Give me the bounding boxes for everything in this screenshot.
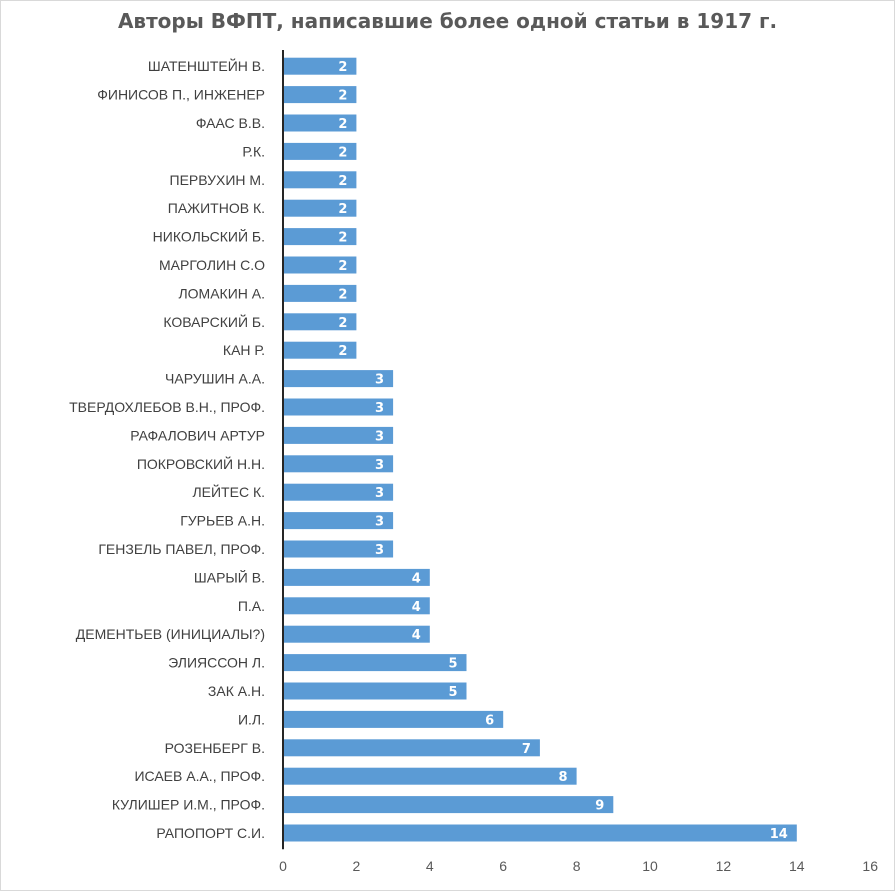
bar (283, 142, 357, 160)
x-tick-label: 0 (279, 858, 287, 874)
data-label: 4 (412, 571, 421, 586)
data-label: 2 (338, 145, 347, 160)
bar (283, 313, 357, 331)
data-label: 3 (375, 486, 384, 501)
data-label: 2 (338, 174, 347, 189)
bar (283, 256, 357, 274)
data-label: 3 (375, 373, 384, 388)
bar (283, 739, 540, 757)
bar (283, 370, 394, 388)
category-label: ЧАРУШИН А.А. (165, 371, 265, 387)
bar (283, 228, 357, 246)
data-label: 2 (338, 117, 347, 132)
bar (283, 86, 357, 104)
category-label: П.А. (238, 598, 265, 614)
data-label: 2 (338, 89, 347, 104)
data-label: 2 (338, 316, 347, 331)
category-label: РАФАЛОВИЧ АРТУР (130, 427, 265, 443)
category-label: ГЕНЗЕЛЬ ПАВЕЛ, ПРОФ. (98, 541, 265, 557)
bar (283, 824, 797, 842)
data-label: 14 (770, 827, 788, 842)
category-label: ЛЕЙТЕС К. (192, 483, 265, 500)
data-label: 4 (412, 628, 421, 643)
bar (283, 455, 394, 473)
data-label: 2 (338, 287, 347, 302)
category-label: ШАРЫЙ В. (194, 568, 265, 585)
bar (283, 199, 357, 217)
category-label: ДЕМЕНТЬЕВ (ИНИЦИАЛЫ?) (76, 626, 265, 642)
bar (283, 625, 430, 643)
category-label: ФИНИСОВ П., ИНЖЕНЕР (97, 87, 265, 103)
data-label: 3 (375, 401, 384, 416)
category-label: ТВЕРДОХЛЕБОВ В.Н., ПРОФ. (69, 399, 265, 415)
category-label: ЛОМАКИН А. (178, 285, 265, 301)
category-label: ПОКРОВСКИЙ Н.Н. (137, 455, 265, 472)
category-label: ЗАК А.Н. (208, 683, 265, 699)
category-label: ФААС В.В. (196, 115, 265, 131)
bar (283, 483, 394, 501)
data-label: 5 (448, 685, 457, 700)
category-label: Р.К. (242, 143, 265, 159)
x-tick-label: 4 (426, 858, 434, 874)
category-label: КУЛИШЕР И.М., ПРОФ. (112, 797, 265, 813)
x-tick-label: 16 (862, 858, 878, 874)
bar (283, 597, 430, 615)
bar (283, 767, 577, 785)
category-label: ПЕРВУХИН М. (170, 172, 265, 188)
category-label: НИКОЛЬСКИЙ Б. (153, 228, 265, 245)
bar (283, 654, 467, 672)
data-label: 3 (375, 543, 384, 558)
bar (283, 512, 394, 530)
x-tick-label: 10 (642, 858, 658, 874)
data-label: 8 (559, 770, 568, 785)
data-label: 2 (338, 259, 347, 274)
category-label: ЭЛИЯССОН Л. (168, 655, 265, 671)
category-label: КОВАРСКИЙ Б. (163, 313, 265, 330)
bar (283, 710, 504, 728)
bar (283, 682, 467, 700)
data-label: 2 (338, 231, 347, 246)
category-label: ИСАЕВ А.А., ПРОФ. (134, 768, 265, 784)
chart-title: Авторы ВФПТ, написавшие более одной стат… (117, 9, 778, 33)
category-label: МАРГОЛИН С.О (159, 257, 265, 273)
data-label: 3 (375, 458, 384, 473)
bar (283, 540, 394, 558)
data-label: 3 (375, 429, 384, 444)
category-label: РОЗЕНБЕРГ В. (165, 740, 265, 756)
x-tick-label: 2 (353, 858, 361, 874)
data-label: 3 (375, 515, 384, 530)
category-label: ШАТЕНШТЕЙН В. (148, 57, 265, 74)
data-label: 2 (338, 344, 347, 359)
category-label: И.Л. (238, 711, 265, 727)
x-tick-label: 6 (499, 858, 507, 874)
bar (283, 398, 394, 416)
category-label: КАН Р. (223, 342, 265, 358)
bar (283, 284, 357, 302)
bar (283, 341, 357, 359)
data-label: 4 (412, 600, 421, 615)
x-tick-label: 8 (573, 858, 581, 874)
bar (283, 57, 357, 75)
data-label: 2 (338, 202, 347, 217)
category-label: РАПОПОРТ С.И. (156, 825, 265, 841)
bar (283, 171, 357, 189)
data-label: 5 (448, 657, 457, 672)
x-tick-label: 14 (789, 858, 805, 874)
bar (283, 568, 430, 586)
data-label: 7 (522, 742, 531, 757)
data-label: 9 (595, 799, 604, 814)
x-tick-label: 12 (716, 858, 732, 874)
bar (283, 796, 614, 814)
category-label: ПАЖИТНОВ К. (168, 200, 265, 216)
category-label: ГУРЬЕВ А.Н. (180, 513, 265, 529)
data-label: 6 (485, 713, 494, 728)
data-label: 2 (338, 60, 347, 75)
bar (283, 114, 357, 132)
bar (283, 426, 394, 444)
